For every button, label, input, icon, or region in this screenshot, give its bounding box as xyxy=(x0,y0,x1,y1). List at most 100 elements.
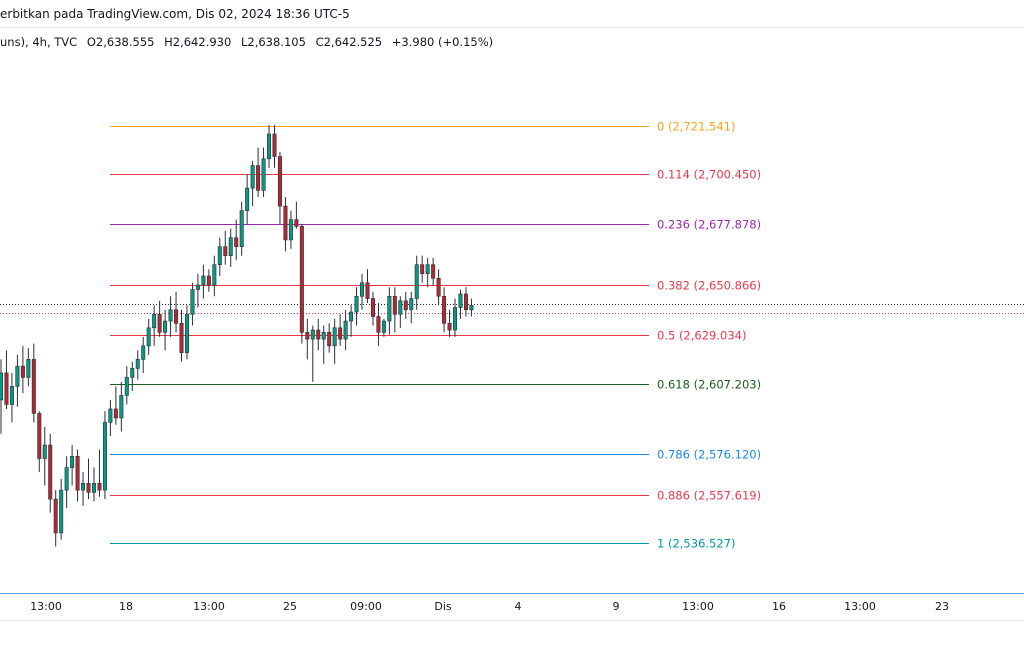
candle xyxy=(163,309,168,351)
candle xyxy=(42,426,47,486)
candle xyxy=(217,237,222,276)
symbol-label: uns), 4h, TVC xyxy=(0,35,78,49)
candle xyxy=(59,478,64,540)
candle-body xyxy=(223,246,228,256)
candle-body xyxy=(97,483,102,491)
time-axis-tick-label: 13:00 xyxy=(30,600,62,613)
candle xyxy=(119,381,124,432)
candle-body xyxy=(469,304,474,311)
candle xyxy=(190,282,195,326)
candle-body xyxy=(217,246,222,266)
candle xyxy=(135,350,140,380)
candle xyxy=(381,318,386,337)
header-divider xyxy=(0,27,1024,28)
candle-body xyxy=(70,455,75,468)
candle xyxy=(283,197,288,252)
candle-body xyxy=(64,467,69,491)
candle xyxy=(157,300,162,337)
time-axis-tick-label: 16 xyxy=(772,600,786,613)
fibonacci-retracement[interactable]: 0 (2,721.541) 0.114 (2,700.450) 0.236 (2,6… xyxy=(110,120,761,551)
candle xyxy=(277,152,282,225)
candle xyxy=(201,264,206,299)
time-axis[interactable]: 13:00 18 13:00 25 09:00 Dis 4 9 13:00 16 13:00 23 xyxy=(0,593,1024,614)
candle xyxy=(414,255,419,310)
candle xyxy=(234,219,239,261)
candle-body xyxy=(321,332,326,340)
candle xyxy=(294,201,299,229)
candle-body xyxy=(91,483,96,493)
candle xyxy=(9,372,14,423)
candle xyxy=(146,318,151,355)
time-axis-tick-label: 9 xyxy=(613,600,620,613)
candle-body xyxy=(431,264,436,279)
candle-body xyxy=(146,327,151,347)
candle xyxy=(463,287,468,317)
candle-body xyxy=(0,372,4,401)
candle xyxy=(272,124,277,168)
candle-body xyxy=(398,300,403,315)
candle xyxy=(53,490,58,547)
candle xyxy=(86,458,91,500)
candle xyxy=(81,472,86,506)
candle-body xyxy=(245,187,250,211)
candle-body xyxy=(195,284,200,290)
candle-body xyxy=(239,210,244,247)
candle xyxy=(113,386,118,425)
candle-body xyxy=(332,327,337,347)
candle xyxy=(174,291,179,333)
candle-body xyxy=(152,313,157,329)
candle-body xyxy=(31,359,36,414)
candle-body xyxy=(294,219,299,227)
candle-body xyxy=(119,395,124,419)
candle xyxy=(130,361,135,391)
candle xyxy=(37,411,42,473)
candle xyxy=(453,298,458,337)
fib-level-label: 0.886 (2,557.619) xyxy=(657,489,761,503)
candle-body xyxy=(414,264,419,299)
candle xyxy=(70,445,75,486)
candle xyxy=(261,147,266,198)
price-lines xyxy=(0,304,1024,314)
candle xyxy=(91,467,96,502)
candle-body xyxy=(124,377,129,396)
fib-level-label: 0.236 (2,677.878) xyxy=(657,218,761,232)
candle-body xyxy=(174,309,179,324)
candle-body xyxy=(9,386,14,405)
candle-body xyxy=(376,316,381,333)
candle-body xyxy=(201,275,206,286)
candle-body xyxy=(157,313,162,333)
candle-body xyxy=(299,226,304,333)
candle xyxy=(360,273,365,310)
candle-body xyxy=(59,489,64,534)
time-axis-tick-label: 4 xyxy=(515,600,522,613)
candle-body xyxy=(130,368,135,378)
candles xyxy=(0,124,474,547)
candle xyxy=(212,255,217,297)
time-axis-tick-label: 09:00 xyxy=(350,600,382,613)
candle xyxy=(75,449,80,502)
close-value: C2,642.525 xyxy=(315,35,383,49)
candle-body xyxy=(108,408,113,423)
candle xyxy=(354,287,359,326)
candle-body xyxy=(75,455,80,491)
candle xyxy=(321,325,326,364)
candle xyxy=(168,296,173,337)
candle xyxy=(469,298,474,317)
candle-body xyxy=(310,329,315,340)
candle xyxy=(288,210,293,249)
candle xyxy=(97,449,102,497)
candle xyxy=(442,287,447,333)
candle-body xyxy=(338,327,343,340)
candle xyxy=(223,230,228,265)
time-axis-tick-label: 13:00 xyxy=(682,600,714,613)
fib-level-label: 0.114 (2,700.450) xyxy=(657,168,761,182)
candle-body xyxy=(343,320,348,340)
low-value: L2,638.105 xyxy=(240,35,306,49)
candle-body xyxy=(261,158,266,191)
candle xyxy=(327,323,332,353)
candle xyxy=(376,303,381,346)
candle xyxy=(310,325,315,382)
fib-level-label: 0.786 (2,576.120) xyxy=(657,448,761,462)
candle xyxy=(15,354,20,407)
